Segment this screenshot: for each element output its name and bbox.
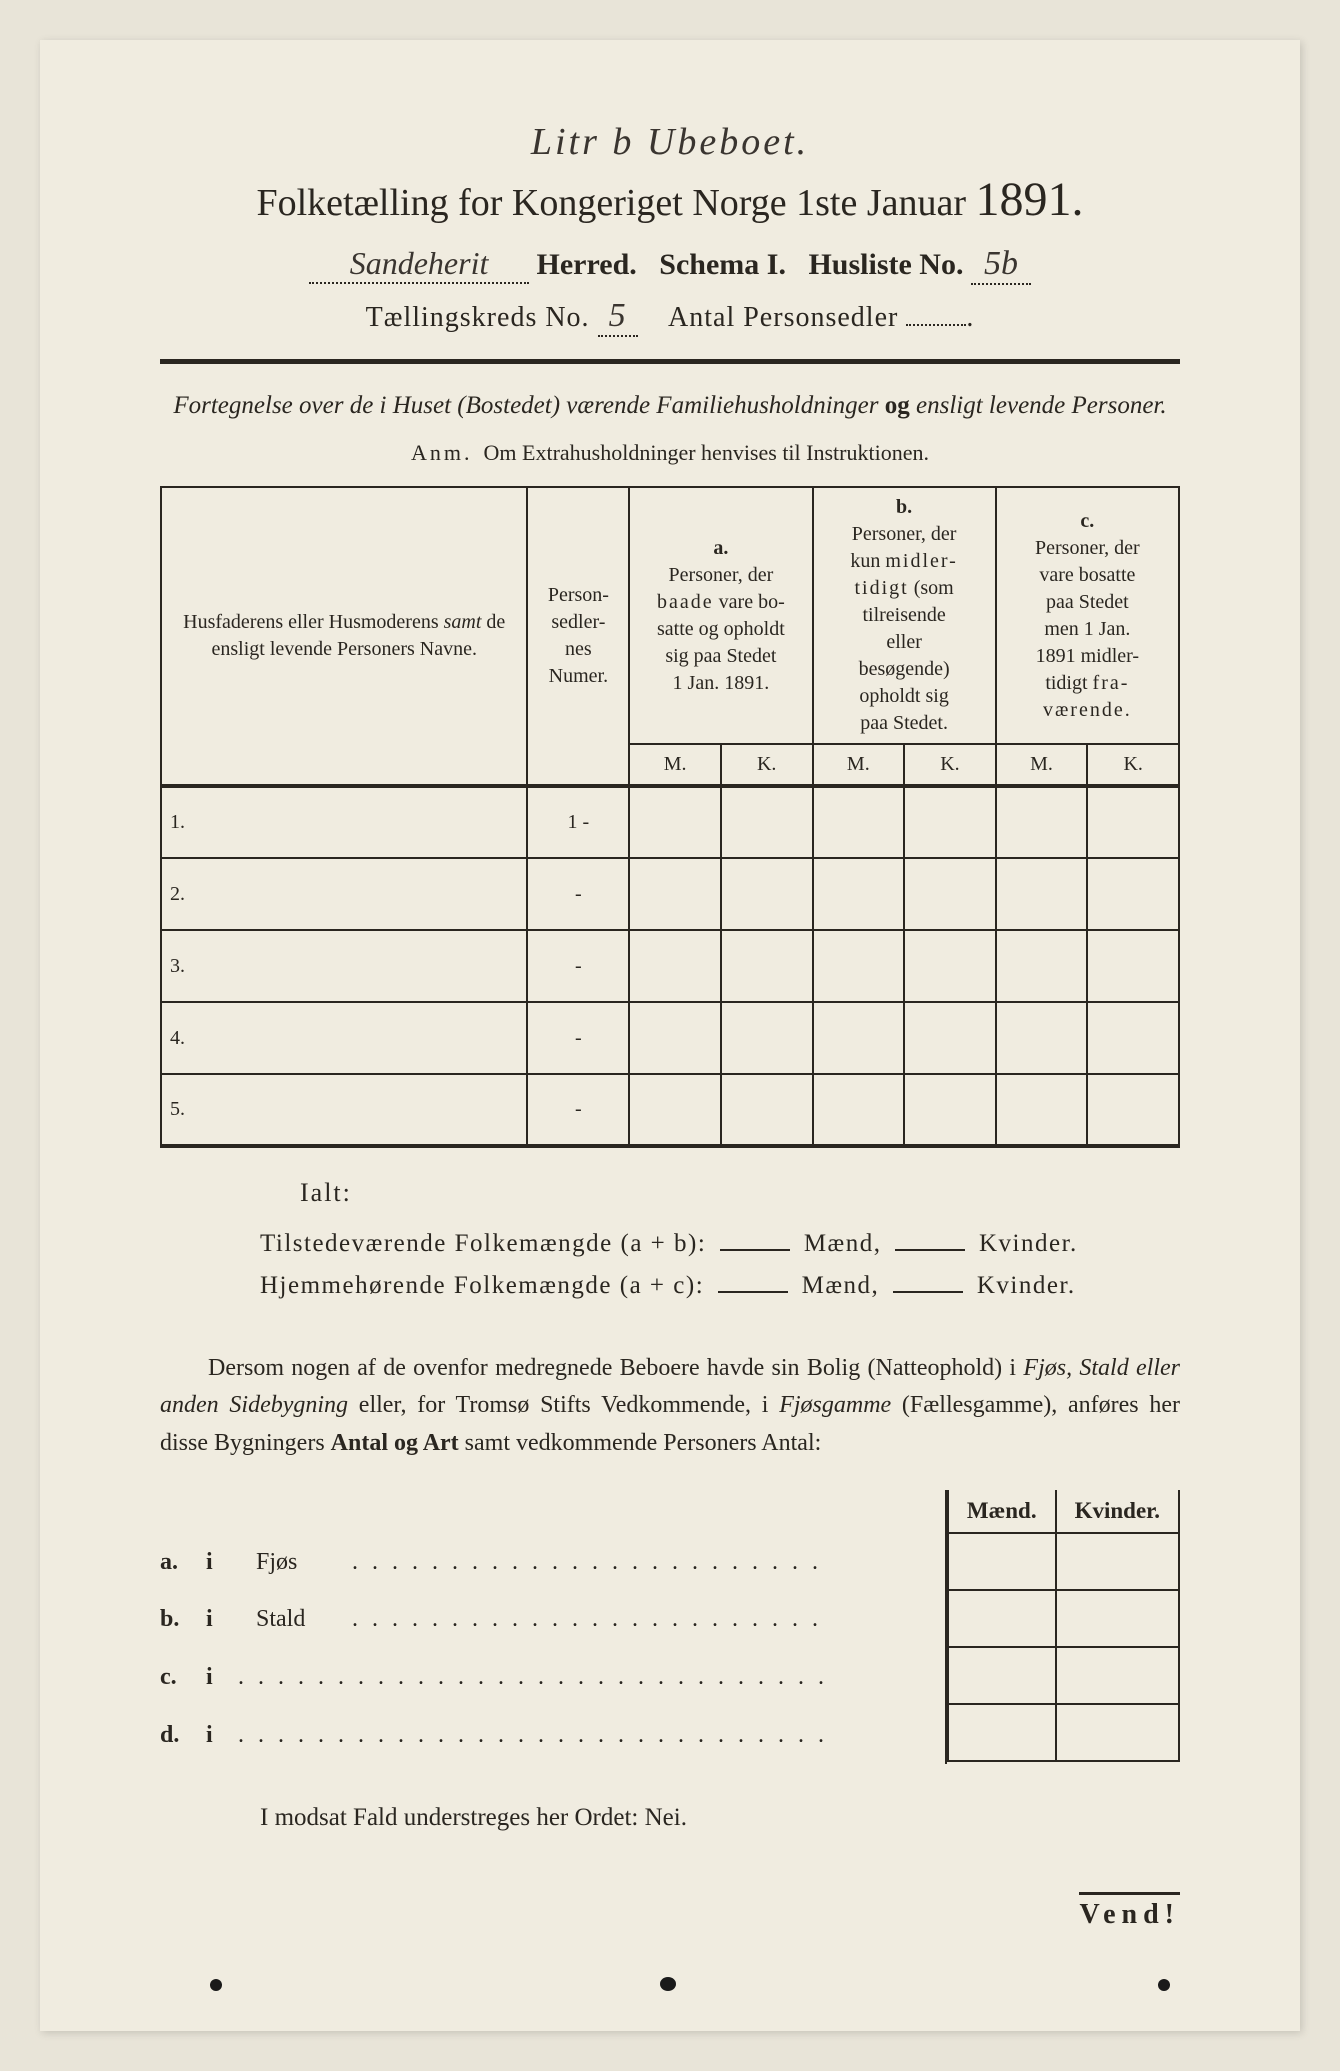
table-row: 1. 1 - bbox=[161, 786, 1179, 858]
antal-label: Antal Personsedler bbox=[668, 302, 898, 333]
header-line-3: Tællingskreds No. 5 Antal Personsedler . bbox=[160, 297, 1180, 337]
ink-spot-icon bbox=[1158, 1979, 1170, 1991]
modsatt-text: I modsat Fald understreges her Ordet: Ne… bbox=[260, 1804, 1180, 1832]
row-numer-cell: - bbox=[527, 1002, 629, 1074]
col-header-name: Husfaderens eller Husmoderens samt de en… bbox=[161, 487, 527, 786]
kvinder-label: Kvinder. bbox=[979, 1230, 1078, 1257]
row-number: 1. bbox=[161, 786, 527, 858]
row-numer-cell: - bbox=[527, 930, 629, 1002]
item-lead: c. bbox=[160, 1649, 200, 1707]
title-prefix: Folketælling for Kongeriget Norge 1ste J… bbox=[256, 182, 966, 224]
table-row bbox=[948, 1647, 1179, 1704]
mk-kvinder-header: Kvinder. bbox=[1056, 1490, 1179, 1533]
item-i: i bbox=[206, 1707, 232, 1765]
col-b-m: M. bbox=[813, 744, 905, 786]
row-number: 2. bbox=[161, 858, 527, 930]
vend-label: Vend! bbox=[1079, 1892, 1180, 1931]
list-item: b. i Stald . . . . . . . . . . . . . . .… bbox=[160, 1591, 945, 1649]
item-i: i bbox=[206, 1649, 232, 1707]
title-year: 1891. bbox=[976, 173, 1084, 226]
list-item: a. i Fjøs . . . . . . . . . . . . . . . … bbox=[160, 1534, 945, 1592]
bygninger-paragraph: Dersom nogen af de ovenfor medregnede Be… bbox=[160, 1350, 1180, 1462]
list-item: c. i . . . . . . . . . . . . . . . . . .… bbox=[160, 1649, 945, 1707]
row-number: 3. bbox=[161, 930, 527, 1002]
bottom-section: a. i Fjøs . . . . . . . . . . . . . . . … bbox=[160, 1490, 1180, 1764]
list-item: d. i . . . . . . . . . . . . . . . . . .… bbox=[160, 1707, 945, 1765]
fortegnelse-part2: ensligt levende Personer. bbox=[916, 392, 1167, 419]
dots-fill: . . . . . . . . . . . . . . . . . . . . … bbox=[352, 1606, 822, 1632]
row-numer-cell: 1 - bbox=[527, 786, 629, 858]
col-c-k: K. bbox=[1087, 744, 1179, 786]
ialt-label: Ialt: bbox=[300, 1178, 1180, 1208]
fortegnelse-part1: Fortegnelse over de i Huset (Bostedet) v… bbox=[173, 392, 878, 419]
header-line-2: Sandeherit Herred. Schema I. Husliste No… bbox=[160, 245, 1180, 285]
col-b-k: K. bbox=[904, 744, 996, 786]
item-lead: b. bbox=[160, 1591, 200, 1649]
anm-rest: Om Extrahusholdninger henvises til Instr… bbox=[484, 440, 929, 465]
row-numer-cell: - bbox=[527, 858, 629, 930]
kvinder-label: Kvinder. bbox=[977, 1272, 1076, 1299]
fortegnelse-text: Fortegnelse over de i Huset (Bostedet) v… bbox=[160, 388, 1180, 424]
husliste-number: 5b bbox=[971, 245, 1031, 285]
ink-spot-icon bbox=[660, 1977, 676, 1991]
col-header-numer: Person-sedler-nesNumer. bbox=[527, 487, 629, 786]
table-row: 5. - bbox=[161, 1074, 1179, 1146]
table-row: 2. - bbox=[161, 858, 1179, 930]
antal-value bbox=[906, 324, 966, 326]
summary-hjemmehorende: Hjemmehørende Folkemængde (a + c): Mænd,… bbox=[260, 1272, 1180, 1300]
kreds-label: Tællingskreds No. bbox=[366, 302, 590, 333]
item-i: i bbox=[206, 1534, 232, 1592]
summary1-label: Tilstedeværende Folkemængde (a + b): bbox=[260, 1230, 706, 1257]
item-lead: a. bbox=[160, 1534, 200, 1592]
census-form-page: Litr b Ubeboet. Folketælling for Kongeri… bbox=[40, 40, 1300, 2031]
row-number: 4. bbox=[161, 1002, 527, 1074]
item-label: Fjøs bbox=[256, 1534, 346, 1592]
divider-1 bbox=[160, 359, 1180, 364]
row-numer-cell: - bbox=[527, 1074, 629, 1146]
col-header-b: b. Personer, derkun midler-tidigt (somti… bbox=[813, 487, 996, 744]
maend-kvinder-table: Mænd. Kvinder. bbox=[947, 1490, 1180, 1762]
bottom-left-list: a. i Fjøs . . . . . . . . . . . . . . . … bbox=[160, 1490, 945, 1764]
dots-fill: . . . . . . . . . . . . . . . . . . . . … bbox=[238, 1664, 828, 1690]
summary1-maend-fill bbox=[720, 1249, 790, 1251]
main-title: Folketælling for Kongeriget Norge 1ste J… bbox=[160, 172, 1180, 227]
bottom-right-table: Mænd. Kvinder. bbox=[945, 1490, 1180, 1764]
summary2-maend-fill bbox=[718, 1291, 788, 1293]
dots-fill: . . . . . . . . . . . . . . . . . . . . … bbox=[238, 1722, 828, 1748]
maend-label: Mænd, bbox=[802, 1272, 880, 1299]
husliste-label: Husliste No. bbox=[808, 248, 963, 281]
table-row bbox=[948, 1590, 1179, 1647]
fortegnelse-og: og bbox=[885, 392, 910, 419]
summary2-label: Hjemmehørende Folkemængde (a + c): bbox=[260, 1272, 704, 1299]
main-census-table: Husfaderens eller Husmoderens samt de en… bbox=[160, 486, 1180, 1148]
item-i: i bbox=[206, 1591, 232, 1649]
row-number: 5. bbox=[161, 1074, 527, 1146]
table-row: 4. - bbox=[161, 1002, 1179, 1074]
table-row: 3. - bbox=[161, 930, 1179, 1002]
anm-lead: Anm. bbox=[411, 440, 473, 465]
handwritten-note-top: Litr b Ubeboet. bbox=[160, 120, 1180, 164]
anm-line: Anm. Om Extrahusholdninger henvises til … bbox=[160, 440, 1180, 466]
herred-label: Herred. bbox=[537, 248, 637, 281]
maend-label: Mænd, bbox=[804, 1230, 882, 1257]
col-c-m: M. bbox=[996, 744, 1088, 786]
herred-handwritten: Sandeherit bbox=[309, 245, 529, 284]
dots-fill: . . . . . . . . . . . . . . . . . . . . … bbox=[352, 1549, 822, 1575]
summary2-kvinder-fill bbox=[893, 1291, 963, 1293]
summary-tilstedevaerende: Tilstedeværende Folkemængde (a + b): Mæn… bbox=[260, 1230, 1180, 1258]
table-row bbox=[948, 1704, 1179, 1761]
col-a-k: K. bbox=[721, 744, 813, 786]
col-header-c: c. Personer, dervare bosattepaa Stedetme… bbox=[996, 487, 1179, 744]
item-label: Stald bbox=[256, 1591, 346, 1649]
mk-maend-header: Mænd. bbox=[948, 1490, 1056, 1533]
table-row bbox=[948, 1533, 1179, 1590]
kreds-number: 5 bbox=[598, 297, 638, 337]
item-lead: d. bbox=[160, 1707, 200, 1765]
summary1-kvinder-fill bbox=[895, 1249, 965, 1251]
schema-label: Schema I. bbox=[659, 248, 786, 281]
col-header-a: a. Personer, der baade vare bo-satte og … bbox=[629, 487, 812, 744]
ink-spot-icon bbox=[210, 1979, 222, 1991]
col-a-m: M. bbox=[629, 744, 721, 786]
